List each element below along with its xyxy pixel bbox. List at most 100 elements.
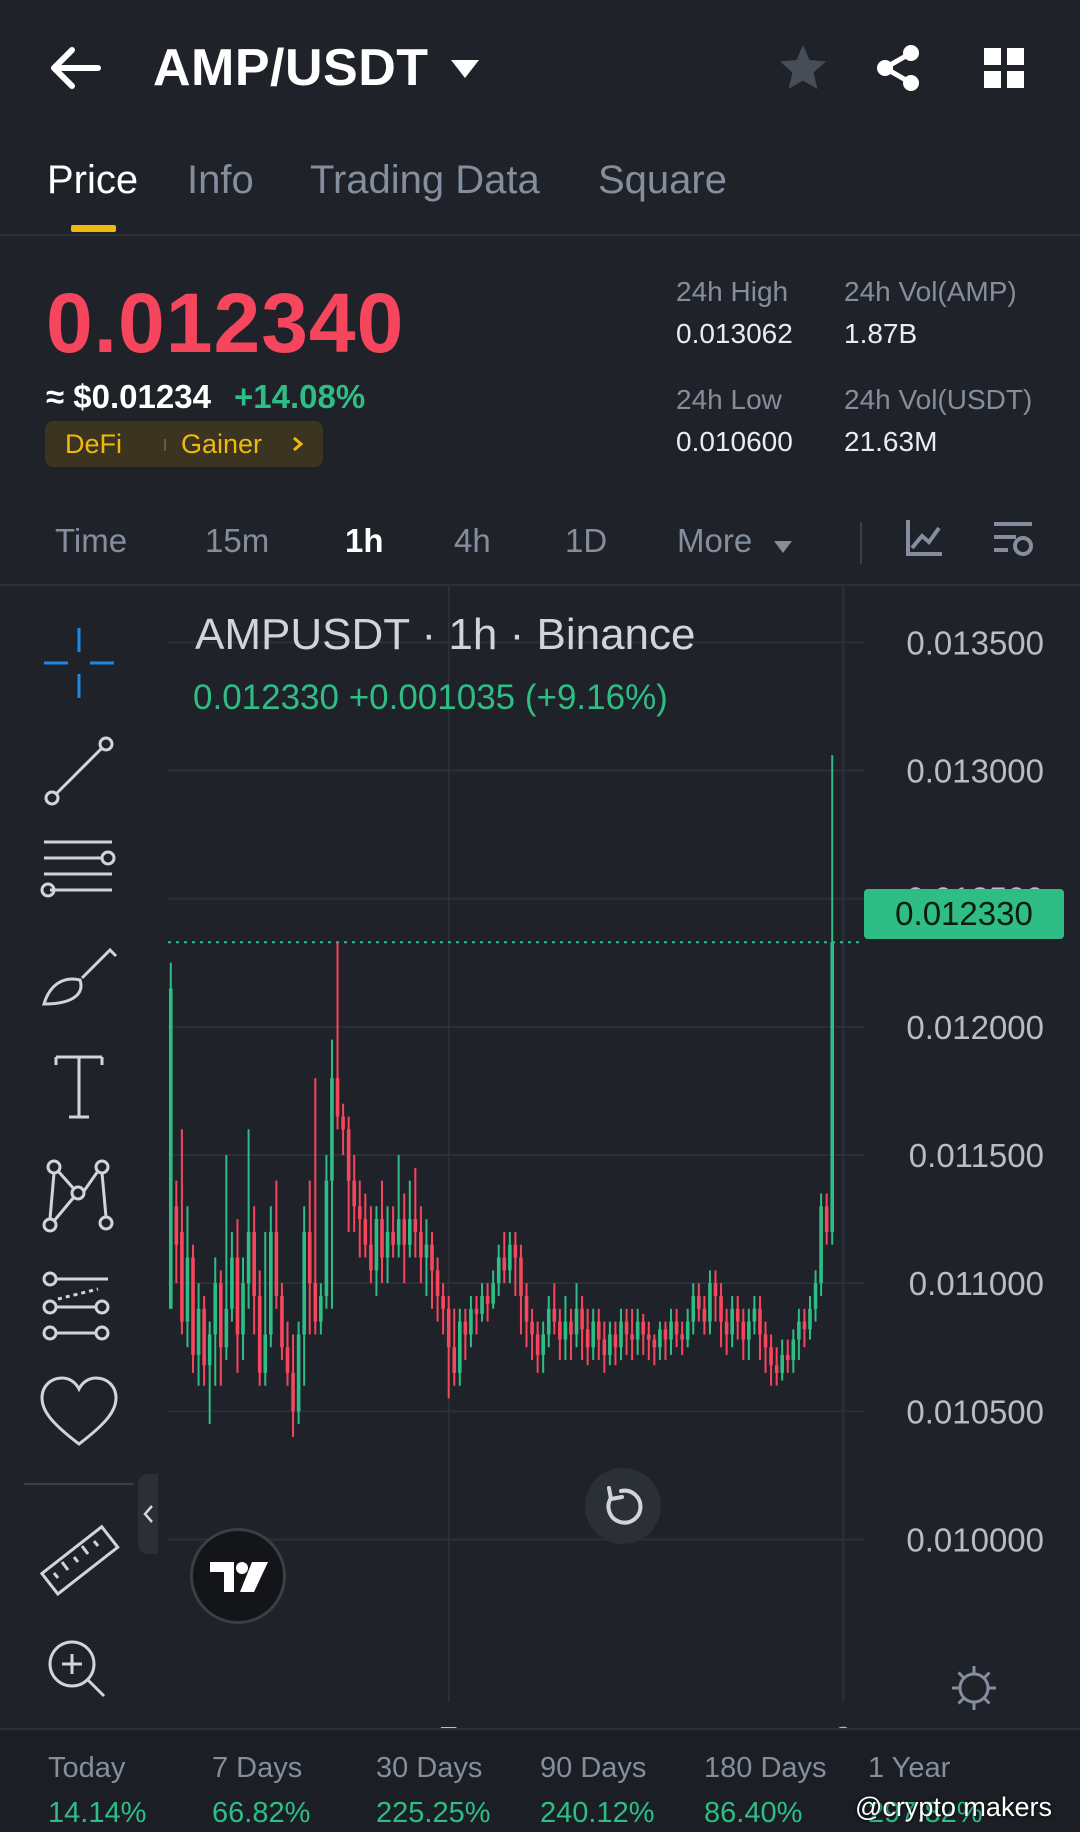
- candle-body: [496, 1257, 501, 1284]
- candle: [180, 1129, 184, 1335]
- candle-body: [641, 1321, 646, 1335]
- more-caret-icon[interactable]: [773, 540, 793, 554]
- candle-body: [569, 1321, 573, 1335]
- tab-price[interactable]: Price: [47, 158, 139, 202]
- candle: [780, 1339, 785, 1381]
- interval-4h[interactable]: 4h: [454, 522, 491, 559]
- candle: [697, 1283, 701, 1322]
- fib-lines-icon[interactable]: [36, 826, 122, 912]
- perf-label: 30 Days: [376, 1752, 483, 1784]
- perf-180-days[interactable]: 180 Days 86.40%: [704, 1752, 827, 1830]
- candle-body: [802, 1321, 807, 1330]
- ruler-icon[interactable]: [36, 1518, 122, 1604]
- candle: [263, 1231, 268, 1386]
- candle-body: [774, 1365, 779, 1373]
- trend-line-icon[interactable]: [36, 728, 122, 814]
- interval-15m[interactable]: 15m: [205, 522, 270, 559]
- candle: [435, 1257, 440, 1322]
- toolbar-collapse-handle[interactable]: [138, 1474, 158, 1554]
- candle: [763, 1321, 768, 1373]
- candle-body: [419, 1231, 423, 1258]
- perf-7-days[interactable]: 7 Days 66.82%: [212, 1752, 310, 1830]
- candle: [230, 1231, 234, 1322]
- candle: [591, 1308, 596, 1361]
- candle: [824, 1193, 829, 1245]
- candle: [685, 1308, 690, 1348]
- candle-body: [319, 1295, 323, 1322]
- pattern-icon[interactable]: [36, 1153, 122, 1239]
- brush-icon[interactable]: [36, 932, 122, 1018]
- candle: [441, 1283, 445, 1335]
- candle-body: [385, 1231, 390, 1258]
- perf-value: 297.82%: [868, 1797, 983, 1829]
- candle: [797, 1308, 801, 1361]
- candle: [174, 1180, 179, 1284]
- candle: [669, 1308, 673, 1355]
- zoom-in-icon[interactable]: [36, 1628, 122, 1714]
- star-icon[interactable]: [775, 40, 831, 96]
- candle: [713, 1270, 718, 1322]
- candle-body: [697, 1295, 701, 1309]
- tag-gainer[interactable]: Gainer: [181, 429, 263, 459]
- candle: [246, 1129, 251, 1309]
- candle-body: [202, 1308, 206, 1366]
- perf-label: 90 Days: [540, 1752, 647, 1784]
- caret-down-icon[interactable]: [449, 58, 481, 80]
- candle: [257, 1270, 262, 1386]
- candle-body: [508, 1244, 512, 1271]
- tab-square[interactable]: Square: [598, 158, 727, 202]
- candle: [452, 1308, 457, 1386]
- interval-1d[interactable]: 1D: [565, 522, 608, 559]
- heart-icon[interactable]: [36, 1370, 122, 1456]
- text-icon[interactable]: [36, 1043, 122, 1129]
- x-axis-tick-label: 7: [440, 1720, 458, 1728]
- settings-gear-icon[interactable]: [948, 1662, 1000, 1714]
- perf-90-days[interactable]: 90 Days 240.12%: [540, 1752, 655, 1830]
- pair-title[interactable]: AMP/USDT: [153, 39, 429, 97]
- interval-more[interactable]: More: [677, 522, 753, 559]
- drawing-toolbar: [0, 588, 158, 1728]
- candle: [274, 1180, 279, 1309]
- candle: [374, 1206, 379, 1296]
- candle-body: [630, 1334, 634, 1340]
- chart-settings-icon[interactable]: [990, 516, 1036, 562]
- prediction-icon[interactable]: [36, 1263, 122, 1349]
- grid-icon[interactable]: [976, 40, 1032, 96]
- tag-defi[interactable]: DeFi: [65, 429, 123, 459]
- tab-info[interactable]: Info: [187, 158, 254, 202]
- y-axis-tick-label: 0.011500: [909, 1137, 1044, 1174]
- candle-body: [285, 1347, 290, 1373]
- interval-1h[interactable]: 1h: [345, 522, 384, 559]
- candle: [530, 1308, 534, 1361]
- candle-body: [446, 1308, 451, 1348]
- candle: [524, 1283, 529, 1348]
- candle: [596, 1308, 601, 1361]
- candle: [808, 1295, 812, 1340]
- candle: [641, 1313, 646, 1355]
- perf-30-days[interactable]: 30 Days 225.25%: [376, 1752, 491, 1830]
- perf-today[interactable]: Today 14.14%: [48, 1752, 146, 1830]
- candle-body: [330, 1078, 334, 1181]
- share-icon[interactable]: [870, 40, 926, 96]
- tab-trading-data[interactable]: Trading Data: [310, 158, 540, 202]
- indicator-icon[interactable]: [904, 516, 944, 560]
- back-arrow-icon[interactable]: [46, 40, 104, 96]
- interval-divider: [860, 522, 862, 564]
- tradingview-logo-icon[interactable]: [190, 1528, 286, 1624]
- candle: [674, 1308, 679, 1348]
- perf-label: 7 Days: [212, 1752, 303, 1784]
- interval-time[interactable]: Time: [55, 522, 128, 559]
- candle-body: [797, 1321, 801, 1340]
- crosshair-icon[interactable]: [36, 620, 122, 706]
- candle-body: [474, 1308, 479, 1314]
- candle-body: [430, 1244, 434, 1271]
- candle: [519, 1244, 523, 1335]
- candle: [619, 1308, 623, 1361]
- candlestick-chart[interactable]: 0.0135000.0130000.0125000.0120000.011500…: [0, 586, 1080, 1728]
- candle-body: [441, 1295, 445, 1309]
- tag-chips[interactable]: DeFi Gainer: [45, 421, 323, 467]
- perf-1-year[interactable]: 1 Year 297.82%: [868, 1752, 983, 1830]
- reset-chart-button[interactable]: [585, 1468, 661, 1544]
- candle-body: [624, 1321, 629, 1335]
- candle-body: [369, 1244, 373, 1271]
